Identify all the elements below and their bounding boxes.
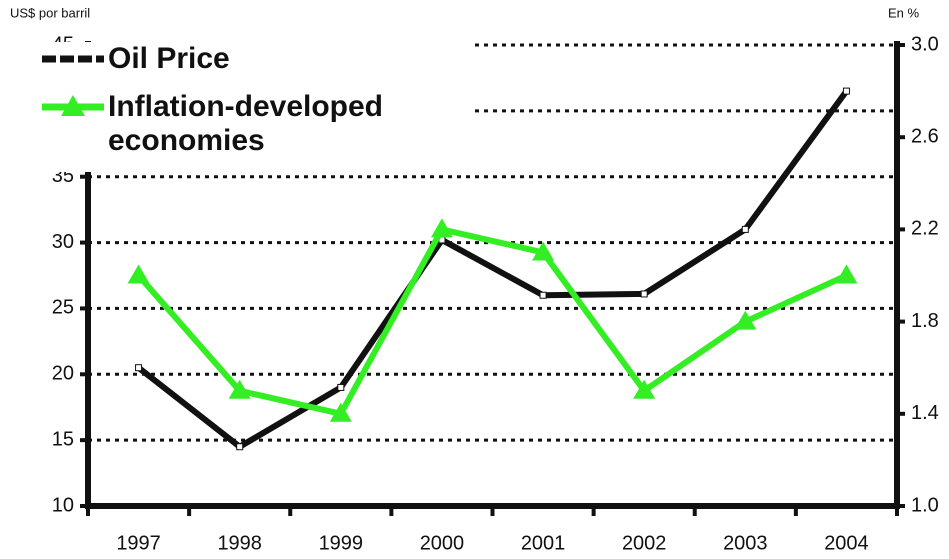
- legend-marker: [61, 95, 85, 116]
- legend-label: Oil Price: [108, 42, 230, 75]
- y-tick-label: 20: [52, 363, 74, 385]
- marker: [741, 225, 749, 233]
- x-tick-label: 2004: [824, 532, 869, 554]
- x-tick-label: 1999: [319, 532, 364, 554]
- legend-key: [42, 95, 104, 116]
- marker: [835, 264, 858, 284]
- marker: [135, 364, 143, 372]
- marker: [127, 264, 150, 284]
- marker: [337, 383, 345, 391]
- y-tick-label: 10: [52, 494, 74, 516]
- marker: [228, 379, 251, 399]
- y2-tick-label: 1.8: [911, 310, 939, 332]
- marker: [329, 402, 352, 422]
- legend-key: [42, 55, 104, 63]
- x-tick-label: 2000: [420, 532, 465, 554]
- y2-tick-label: 3.0: [911, 33, 939, 55]
- y2-tick-label: 2.2: [911, 218, 939, 240]
- marker: [532, 241, 555, 261]
- marker: [236, 443, 244, 451]
- legend: Oil Price Inflation-developed economies: [40, 42, 470, 172]
- y2-tick-label: 1.0: [911, 494, 939, 516]
- marker: [430, 218, 453, 238]
- legend-label: Inflation-developed economies: [108, 90, 384, 157]
- marker: [734, 310, 757, 330]
- y-tick-label: 30: [52, 231, 74, 253]
- y-axis-label: US$ por barril: [10, 5, 90, 20]
- y2-tick-label: 2.6: [911, 125, 939, 147]
- x-tick-label: 2002: [622, 532, 667, 554]
- legend-item: Oil Price: [40, 42, 470, 76]
- marker: [539, 291, 547, 299]
- x-tick-label: 1998: [217, 532, 262, 554]
- y2-axis-label: En %: [888, 5, 920, 20]
- line-series: [136, 226, 848, 417]
- x-tick-label: 2001: [521, 532, 566, 554]
- legend-item: Inflation-developed economies: [40, 90, 470, 158]
- y-tick-label: 15: [52, 428, 74, 450]
- marker: [633, 379, 656, 399]
- line-series: [136, 89, 849, 450]
- marker: [640, 290, 648, 298]
- marker: [842, 87, 850, 95]
- y2-tick-label: 1.4: [911, 402, 939, 424]
- x-tick-label: 1997: [116, 532, 161, 554]
- y-tick-label: 25: [52, 297, 74, 319]
- x-tick-label: 2003: [723, 532, 768, 554]
